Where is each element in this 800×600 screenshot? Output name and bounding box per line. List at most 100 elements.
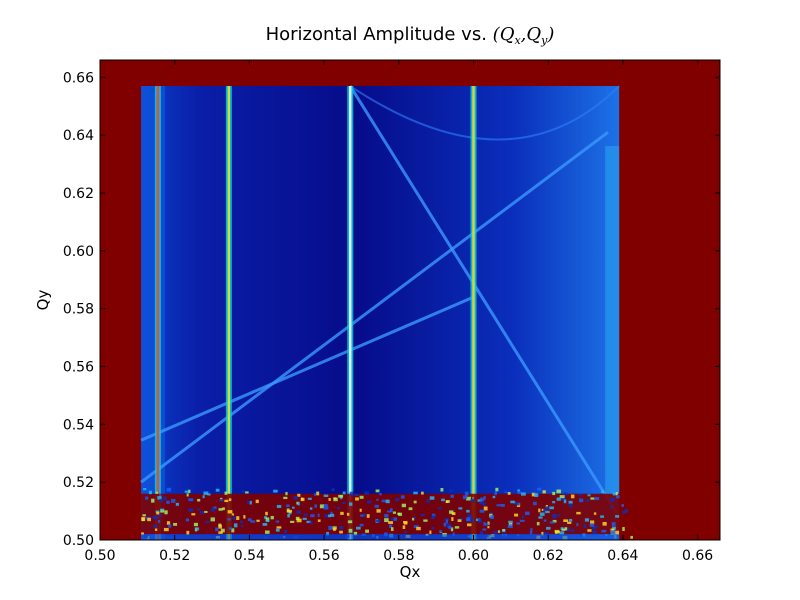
noise-speckle (579, 498, 584, 503)
noise-speckle (159, 498, 163, 503)
noise-speckle (421, 491, 424, 495)
noise-speckle (157, 514, 163, 517)
noise-speckle (159, 494, 162, 497)
noise-speckle (450, 527, 454, 532)
y-tick-label: 0.66 (63, 70, 94, 86)
diagonal-resonance-line (140, 131, 609, 484)
noise-speckle (327, 514, 331, 518)
noise-speckle (592, 530, 597, 535)
noise-speckle (554, 531, 558, 534)
noise-speckle (490, 515, 495, 520)
noise-speckle (585, 499, 590, 502)
noise-speckle (388, 521, 393, 524)
noise-speckle (185, 518, 190, 522)
noise-speckle (445, 500, 449, 504)
noise-speckle (449, 489, 453, 492)
x-tick-label: 0.58 (383, 548, 414, 564)
noise-speckle (202, 495, 205, 499)
noise-speckle (236, 516, 240, 520)
noise-speckle (197, 508, 200, 511)
noise-speckle (483, 506, 488, 511)
noise-speckle (578, 493, 583, 496)
noise-speckle (188, 489, 191, 494)
noise-speckle (484, 523, 489, 526)
noise-speckle (541, 508, 545, 511)
noise-speckle (601, 529, 607, 533)
noise-speckle (516, 522, 520, 525)
noise-speckle (515, 502, 520, 506)
noise-speckle (590, 520, 595, 525)
vertical-resonance-core (156, 86, 160, 540)
noise-speckle (466, 509, 470, 513)
noise-speckle (376, 519, 381, 523)
noise-speckle (143, 488, 147, 491)
noise-speckle (552, 501, 556, 504)
noise-speckle (309, 507, 313, 510)
noise-speckle (204, 510, 208, 513)
noise-speckle (293, 496, 298, 500)
noise-speckle (157, 496, 162, 500)
noise-speckle (601, 490, 604, 493)
noise-speckle (539, 512, 545, 516)
noise-speckle (354, 494, 359, 497)
noise-speckle (576, 523, 579, 527)
noise-speckle (431, 515, 435, 520)
noise-speckle (431, 513, 436, 517)
noise-speckle (328, 525, 333, 530)
noise-speckle (482, 528, 487, 531)
noise-speckle (379, 493, 382, 496)
noise-speckle (247, 518, 252, 522)
noise-speckle (440, 530, 443, 533)
noise-speckle (152, 515, 157, 519)
noise-speckle (466, 517, 471, 521)
noise-speckle (339, 526, 344, 530)
noise-speckle (401, 503, 406, 508)
noise-speckle (210, 517, 215, 522)
noise-speckle (275, 520, 280, 523)
noise-speckle (243, 515, 246, 519)
y-tick-label: 0.64 (63, 128, 94, 144)
noise-speckle (495, 487, 499, 492)
noise-speckle (420, 513, 425, 517)
noise-speckle (390, 527, 394, 532)
noise-speckle (359, 523, 364, 527)
noise-speckle (630, 535, 633, 539)
data-region (141, 86, 620, 540)
noise-speckle (615, 515, 620, 518)
noise-speckle (353, 531, 358, 536)
noise-speckle (444, 518, 449, 521)
noise-speckle (218, 531, 223, 534)
diagonal-resonance-line (140, 295, 475, 442)
noise-speckle (611, 526, 616, 530)
noise-speckle (587, 529, 592, 532)
noise-speckle (450, 494, 454, 498)
noise-speckle (529, 530, 533, 534)
x-tick-label: 0.60 (458, 548, 489, 564)
noise-speckle (245, 491, 249, 494)
noise-speckle (563, 499, 567, 504)
noise-speckle (265, 519, 270, 523)
noise-speckle (324, 514, 329, 518)
noise-speckle (622, 510, 625, 514)
x-tick-label: 0.54 (234, 548, 265, 564)
noise-speckle (338, 494, 344, 498)
noise-speckle (534, 493, 539, 497)
noise-speckle (296, 501, 299, 505)
axis-ticks: 0.50 0.52 0.54 0.56 0.58 0.60 0.62 0.64 0.66 0.50… (63, 60, 720, 564)
noise-speckle (545, 505, 549, 508)
noise-speckle (203, 491, 209, 495)
noise-speckle (477, 518, 482, 523)
vertical-resonance-core (472, 86, 475, 540)
noise-speckle (563, 492, 568, 496)
noise-speckle (542, 490, 546, 494)
noise-speckle (296, 518, 302, 523)
noise-speckle (519, 519, 525, 522)
noise-speckle (525, 511, 530, 515)
noise-speckle (543, 532, 549, 536)
noise-speckle (610, 530, 616, 535)
y-tick-label: 0.50 (63, 533, 94, 549)
noise-speckle (492, 495, 496, 499)
noise-speckle (479, 497, 485, 502)
noise-speckle (215, 488, 220, 492)
noise-speckle (482, 502, 486, 506)
